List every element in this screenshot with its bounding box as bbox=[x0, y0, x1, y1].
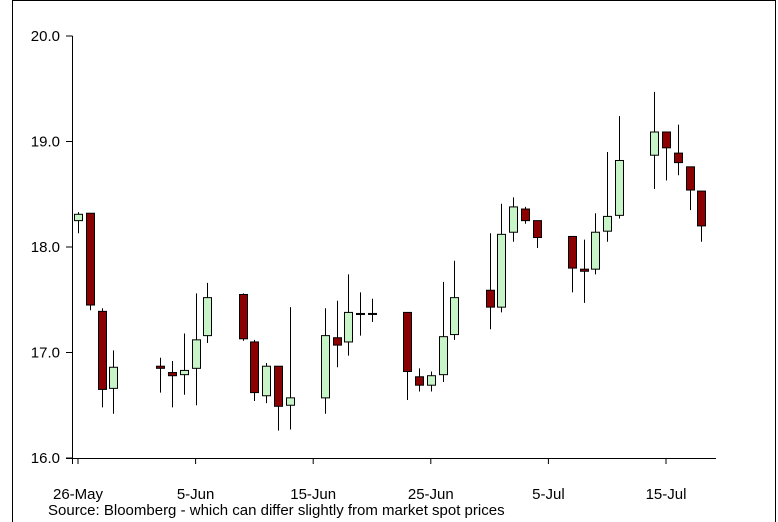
candle bbox=[333, 300, 342, 368]
x-tick-label: 25-Jun bbox=[408, 486, 454, 503]
candle bbox=[286, 307, 295, 430]
candle-body-up bbox=[427, 375, 436, 386]
candle-body-down bbox=[239, 293, 248, 340]
candle bbox=[568, 235, 577, 293]
chart-border bbox=[12, 0, 776, 522]
candle bbox=[415, 368, 424, 392]
candle bbox=[168, 360, 177, 408]
candle-body-up bbox=[615, 159, 624, 216]
candle bbox=[650, 91, 659, 189]
candle bbox=[86, 212, 95, 311]
candle bbox=[203, 282, 212, 344]
candle bbox=[674, 124, 683, 176]
x-tick-label: 15-Jul bbox=[646, 486, 687, 503]
candle bbox=[109, 350, 118, 414]
candle-body-up bbox=[650, 131, 659, 156]
candle bbox=[509, 197, 518, 242]
candle bbox=[662, 131, 671, 181]
candle-body-up bbox=[439, 336, 448, 376]
candle-body-down bbox=[686, 166, 695, 191]
y-tick-label: 16.0 bbox=[31, 450, 60, 467]
candle-body-up bbox=[356, 312, 365, 316]
candle bbox=[368, 298, 377, 322]
candle-body-down bbox=[403, 311, 412, 372]
candle-body-down bbox=[521, 208, 530, 222]
candle bbox=[239, 293, 248, 341]
x-tick-label: 26-May bbox=[53, 486, 104, 503]
candle bbox=[98, 308, 107, 408]
y-axis-ticks: 16.0 17.0 18.0 19.0 20.0 bbox=[31, 28, 73, 467]
y-tick-label: 19.0 bbox=[31, 134, 60, 151]
candle-body-up bbox=[450, 297, 459, 336]
candle-body-up bbox=[497, 233, 506, 308]
candle-body-down bbox=[674, 152, 683, 164]
candle bbox=[697, 190, 706, 242]
x-tick-label: 15-Jun bbox=[290, 486, 336, 503]
candle-body-up bbox=[368, 312, 377, 315]
candle-body-up bbox=[603, 215, 612, 232]
source-note: Source: Bloomberg - which can differ sli… bbox=[48, 502, 505, 519]
x-tick-label: 5-Jun bbox=[177, 486, 215, 503]
candle bbox=[686, 166, 695, 211]
candles bbox=[74, 91, 706, 431]
x-tick-label: 5-Jul bbox=[532, 486, 565, 503]
candle-body-down bbox=[86, 212, 95, 306]
y-tick-label: 17.0 bbox=[31, 345, 60, 362]
candle-body-up bbox=[509, 206, 518, 233]
candle-body-up bbox=[591, 231, 600, 270]
y-tick-label: 18.0 bbox=[31, 239, 60, 256]
candle bbox=[591, 213, 600, 275]
candle-body-down bbox=[274, 365, 283, 407]
x-axis-ticks: 26-May 5-Jun 15-Jun 25-Jun 5-Jul 15-Jul bbox=[53, 458, 686, 503]
candle-body-up bbox=[192, 339, 201, 369]
candle-body-down bbox=[250, 341, 259, 394]
candle-body-down bbox=[168, 372, 177, 377]
candle bbox=[274, 365, 283, 431]
candle-body-down bbox=[333, 337, 342, 346]
candle bbox=[439, 281, 448, 383]
candle bbox=[321, 308, 330, 414]
candle-body-up bbox=[344, 311, 353, 343]
candle bbox=[497, 203, 506, 313]
candle bbox=[486, 233, 495, 330]
candle-body-down bbox=[533, 220, 542, 239]
y-tick-label: 20.0 bbox=[31, 28, 60, 45]
candle-body-down bbox=[415, 376, 424, 386]
candle bbox=[580, 239, 589, 303]
candle bbox=[521, 206, 530, 224]
candle bbox=[250, 339, 259, 402]
candle bbox=[180, 333, 189, 395]
candle bbox=[403, 311, 412, 400]
candle bbox=[615, 116, 624, 219]
candle-body-up bbox=[321, 335, 330, 399]
candle-body-down bbox=[98, 310, 107, 390]
candle-body-up bbox=[180, 369, 189, 376]
candle bbox=[74, 212, 83, 234]
candle-body-down bbox=[697, 190, 706, 227]
candle-body-down bbox=[568, 235, 577, 269]
candle bbox=[262, 363, 271, 404]
candle-body-up bbox=[203, 297, 212, 337]
candle-body-up bbox=[262, 365, 271, 397]
candle-body-down bbox=[662, 131, 671, 149]
candle bbox=[603, 152, 612, 242]
candle bbox=[356, 292, 365, 336]
candle-body-up bbox=[74, 213, 83, 222]
candle-body-down bbox=[486, 289, 495, 308]
candle bbox=[427, 371, 436, 392]
candle-body-down bbox=[156, 365, 165, 369]
candle bbox=[344, 274, 353, 356]
candle bbox=[533, 220, 542, 249]
candle-body-up bbox=[109, 366, 118, 389]
candle bbox=[450, 260, 459, 340]
candle bbox=[156, 357, 165, 393]
candle-body-down bbox=[580, 268, 589, 272]
candle bbox=[192, 293, 201, 406]
candle-body-up bbox=[286, 397, 295, 406]
